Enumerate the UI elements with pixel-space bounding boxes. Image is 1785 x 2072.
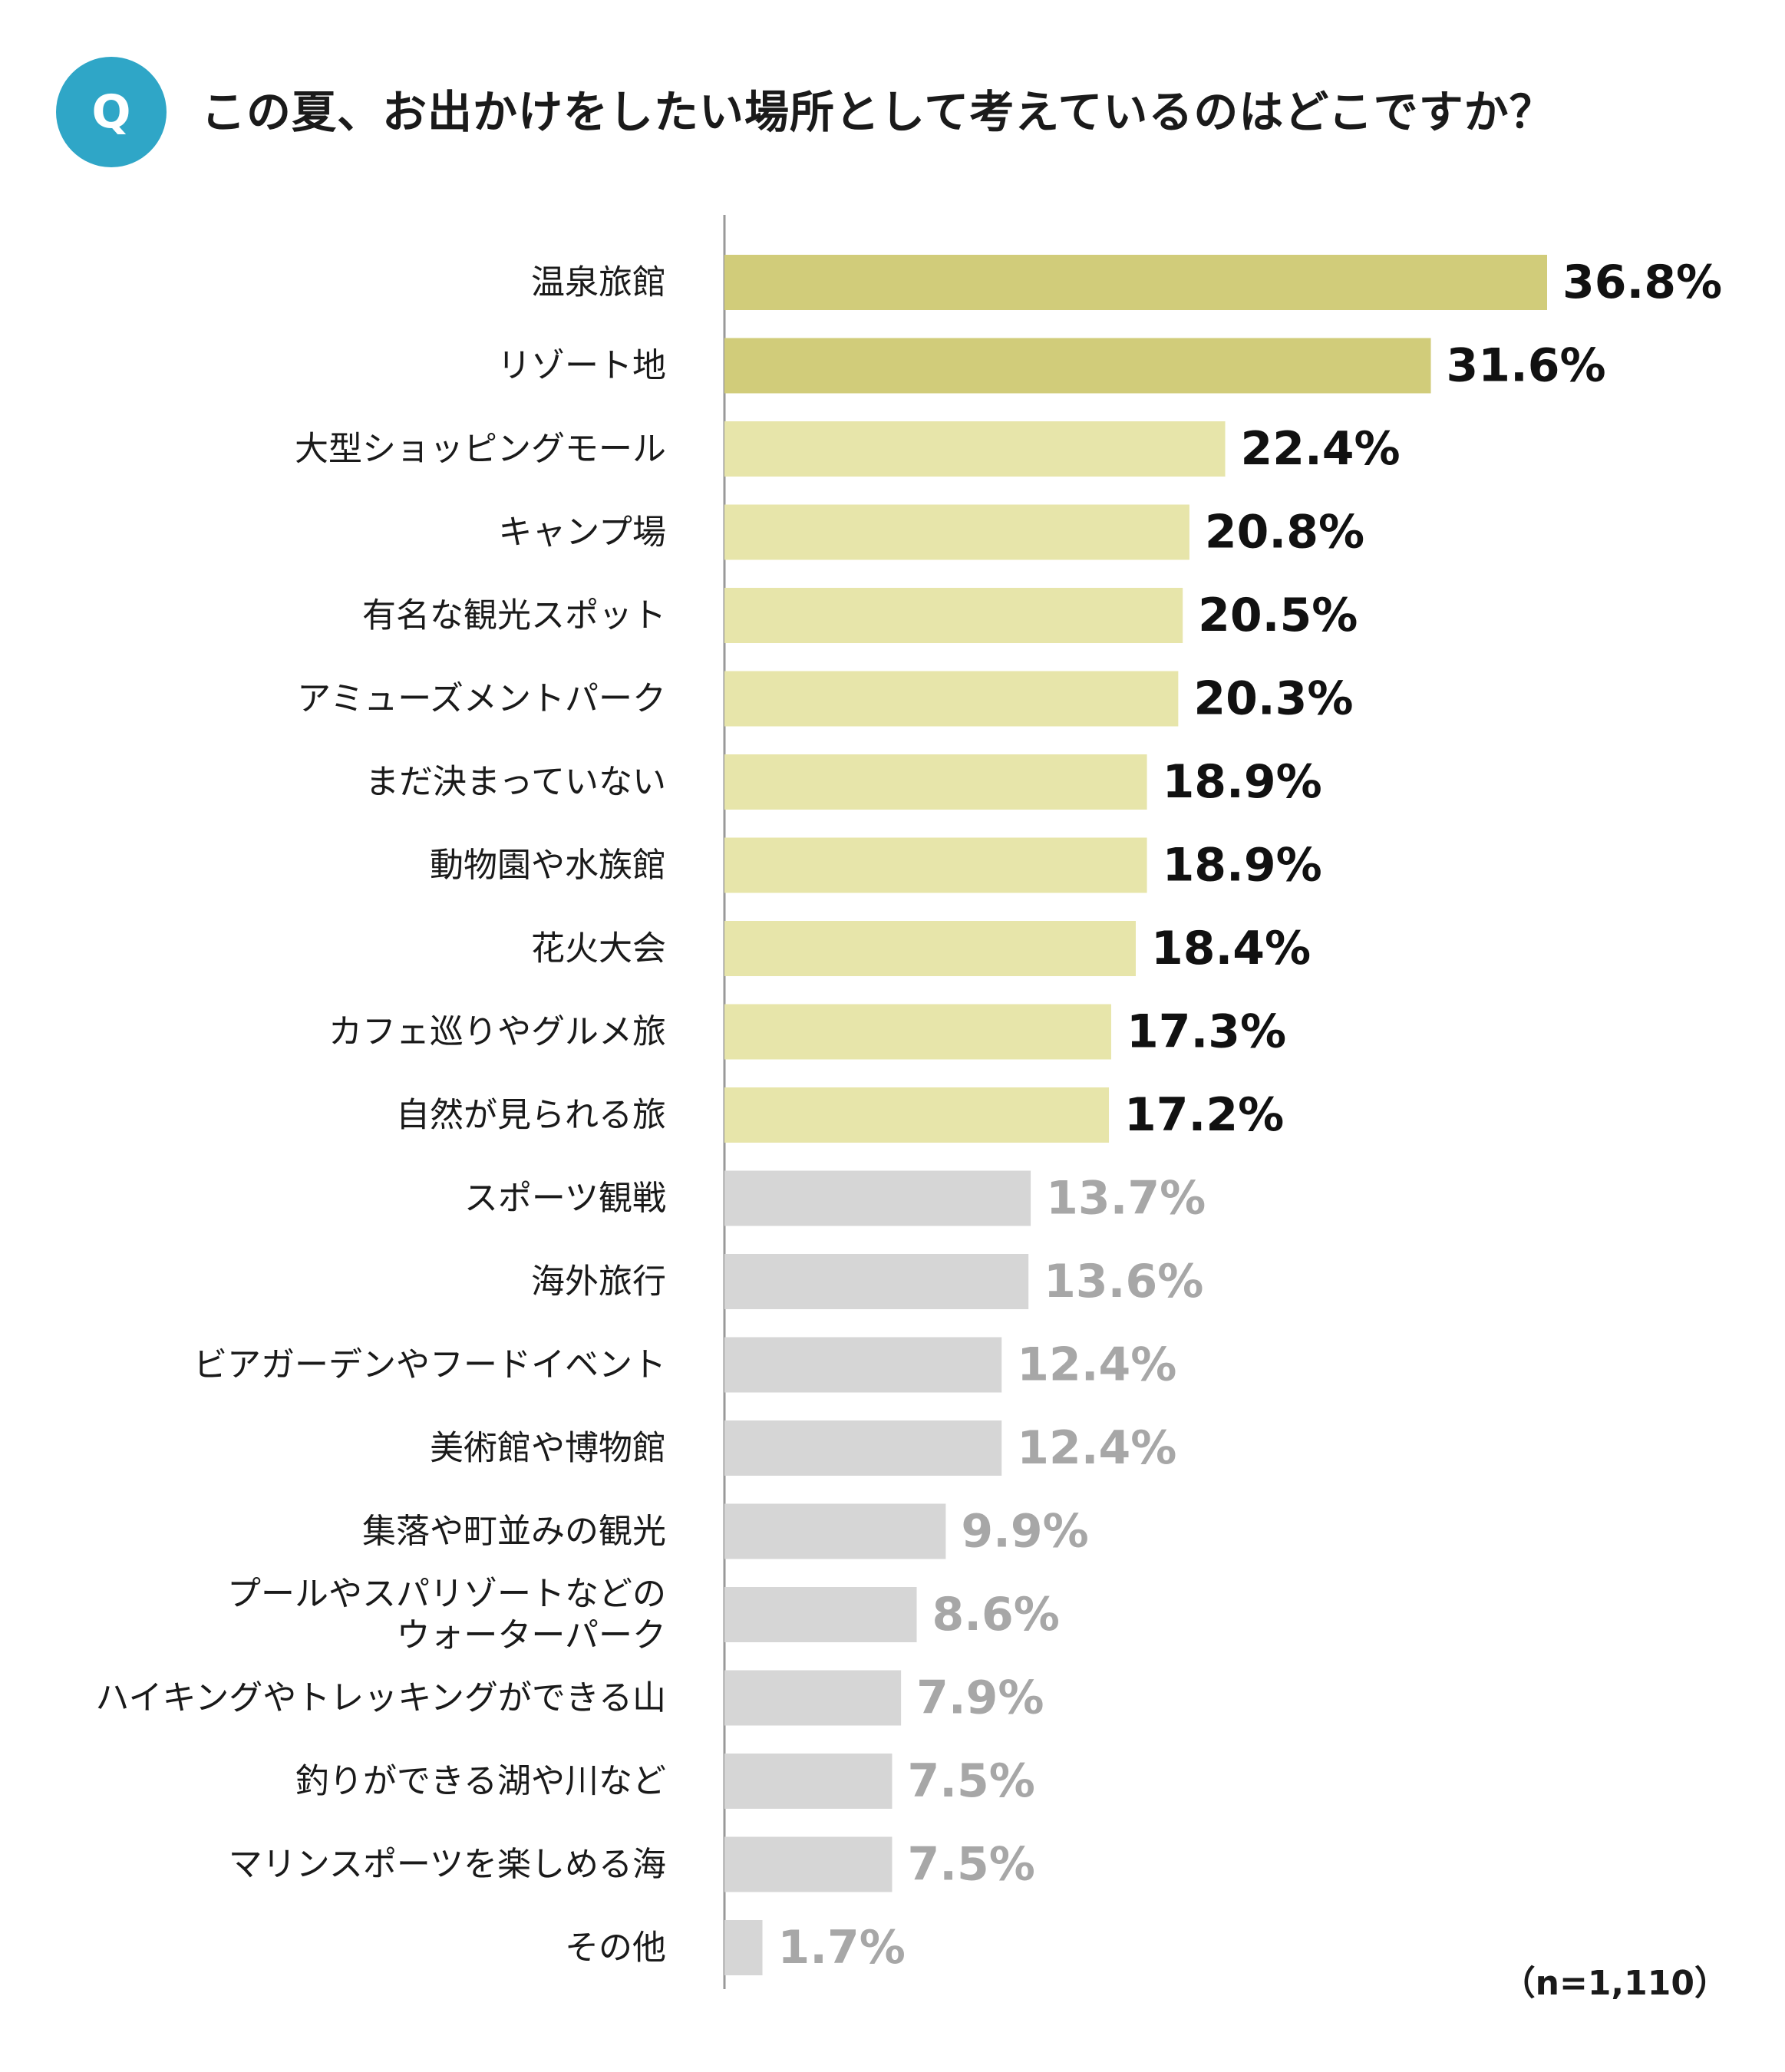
value-label: 9.9% [961,1505,1088,1559]
value-label: 18.9% [1163,839,1322,892]
bar [724,1004,1111,1060]
value-label: 17.3% [1127,1005,1286,1059]
sample-size-note: （n=1,110） [1501,1964,1728,2003]
bar [724,921,1136,976]
bar [724,1337,1002,1393]
bar [724,1587,917,1642]
value-label: 8.6% [932,1588,1060,1641]
bar [724,1087,1110,1143]
value-label: 7.5% [907,1754,1034,1808]
category-label: 海外旅行 [531,1262,666,1302]
bar [724,837,1147,893]
bar [724,1254,1029,1309]
value-label: 20.3% [1193,672,1353,726]
value-label: 36.8% [1562,256,1722,309]
value-label: 22.4% [1241,422,1401,476]
value-label: 18.9% [1163,755,1322,809]
bar [724,1754,892,1809]
category-label: スポーツ観戦 [464,1179,666,1218]
category-label: 温泉旅館 [531,263,666,302]
category-label: キャンプ場 [498,513,666,552]
bar [724,754,1147,810]
value-label: 13.6% [1044,1255,1203,1308]
category-label: プールやスパリゾートなどのウォーターパーク [227,1575,666,1655]
category-label: 花火大会 [531,929,666,968]
value-label: 7.5% [907,1838,1034,1892]
category-label: 動物園や水族館 [430,846,666,885]
bar [724,504,1189,560]
category-label: ビアガーデンやフードイベント [193,1345,666,1384]
value-label: 7.9% [916,1671,1044,1725]
bar [724,671,1179,727]
category-label: カフェ巡りやグルメ旅 [328,1012,666,1051]
value-label: 1.7% [778,1921,906,1975]
category-label: 大型ショッピングモール [295,430,666,469]
bar [724,255,1547,310]
category-label: マリンスポーツを楽しめる海 [229,1845,666,1884]
question-badge: Q [56,57,167,167]
category-label: 自然が見られる旅 [396,1096,666,1135]
bar [724,338,1431,394]
category-label: リゾート地 [497,346,666,385]
bar [724,421,1226,477]
category-label: 集落や町並みの観光 [362,1512,666,1551]
bar [724,1670,902,1726]
bar [724,1920,763,1975]
category-label: まだ決まっていない [365,763,666,802]
question-title: この夏、お出かけをしたい場所として考えているのはどこですか？ [201,86,1555,138]
category-label: 美術館や博物館 [430,1429,666,1468]
value-label: 31.6% [1447,339,1606,393]
category-label: アミューズメントパーク [297,679,666,718]
category-label: 有名な観光スポット [362,596,666,635]
bar [724,1420,1002,1476]
value-label: 12.4% [1017,1338,1176,1392]
value-label: 18.4% [1151,922,1311,975]
category-label: その他 [565,1928,666,1968]
value-label: 20.8% [1205,506,1364,559]
bar [724,1836,892,1892]
bar [724,1503,946,1559]
value-label: 17.2% [1124,1088,1284,1142]
value-label: 12.4% [1017,1421,1176,1475]
category-label: 釣りができる湖や川など [295,1762,666,1801]
bar [724,588,1183,643]
value-label: 20.5% [1198,589,1358,642]
value-label: 13.7% [1046,1172,1206,1226]
bar [724,1170,1031,1226]
category-label: ハイキングやトレッキングができる山 [95,1678,666,1717]
